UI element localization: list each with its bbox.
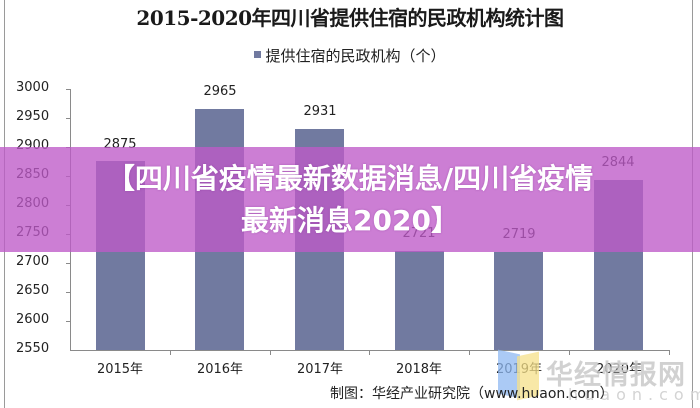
x-tick-label: 2016年: [196, 362, 244, 377]
y-tick-label: 2550: [16, 341, 50, 356]
x-tick: [669, 350, 670, 355]
bar-2019: [494, 252, 543, 350]
legend-label: 提供住宿的民政机构（个）: [265, 47, 446, 65]
x-tick: [469, 350, 470, 355]
x-tick: [569, 350, 570, 355]
y-tick-label: 3000: [16, 80, 50, 95]
bar-value-label: 2965: [203, 84, 237, 99]
y-tick: [66, 321, 70, 322]
headline-line-2: 最新消息2020】: [241, 203, 459, 237]
x-tick: [270, 350, 271, 355]
y-tick-label: 2650: [16, 283, 50, 298]
y-tick: [66, 263, 70, 264]
chart-title: 2015-2020年四川省提供住宿的民政机构统计图: [136, 6, 564, 30]
watermark: 华经情报网 huaon.com: [498, 349, 700, 404]
y-tick-label: 2600: [16, 312, 50, 327]
watermark-url: huaon.com: [568, 385, 700, 404]
x-tick-label: 2015年: [96, 362, 144, 377]
y-tick-label: 2700: [16, 254, 50, 269]
headline-line-1: 【四川省疫情最新数据消息/四川省疫情: [106, 161, 594, 195]
y-tick: [66, 292, 70, 293]
x-tick: [170, 350, 171, 355]
y-tick: [66, 89, 70, 90]
chart-legend: 提供住宿的民政机构（个）: [0, 45, 700, 66]
bar-value-label: 2931: [303, 104, 337, 119]
x-tick-label: 2020年: [595, 362, 643, 377]
x-axis: [70, 350, 670, 351]
x-tick: [369, 350, 370, 355]
y-tick-label: 2950: [16, 109, 50, 124]
watermark-name: 华经情报网: [546, 360, 686, 391]
headline-text: 【四川省疫情最新数据消息/四川省疫情 最新消息2020】: [0, 147, 700, 252]
bar-2018: [395, 251, 444, 350]
x-tick-label: 2017年: [296, 362, 344, 377]
headline-banner: [0, 147, 700, 252]
x-tick-label: 2018年: [395, 362, 443, 377]
y-tick: [66, 118, 70, 119]
chart-source: 制图：华经产业研究院（www.huaon.com）: [330, 386, 614, 402]
legend-swatch: [254, 51, 262, 58]
